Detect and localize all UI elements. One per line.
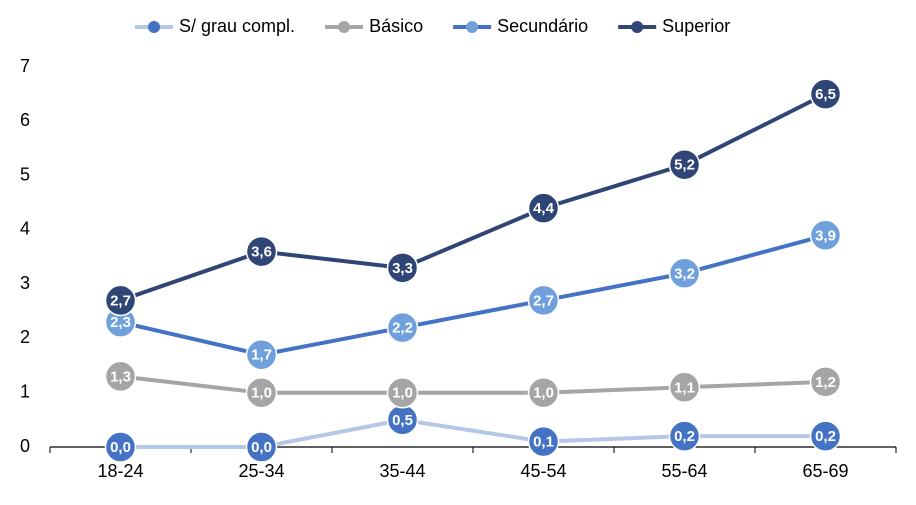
marker <box>668 257 701 290</box>
value-label: 6,5 <box>815 86 836 103</box>
y-tick-label: 7 <box>20 56 30 76</box>
value-label: 1,2 <box>815 374 836 391</box>
x-tick-label: 18-24 <box>97 461 143 481</box>
marker <box>668 148 701 181</box>
marker <box>809 219 842 252</box>
value-label: 1,0 <box>251 385 272 402</box>
y-tick-label: 6 <box>20 110 30 130</box>
value-label: 0,0 <box>110 439 131 456</box>
marker <box>245 338 278 371</box>
value-label: 0,5 <box>392 412 413 429</box>
value-label: 1,0 <box>392 385 413 402</box>
marker <box>104 431 137 463</box>
value-label: 0,2 <box>674 428 695 445</box>
x-tick-label: 25-34 <box>238 461 284 481</box>
marker <box>386 252 419 284</box>
legend-marker <box>148 21 160 33</box>
line <box>120 417 826 449</box>
value-label: 1,7 <box>251 347 272 364</box>
legend-label: S/ grau compl. <box>179 16 295 36</box>
legend-marker <box>466 21 479 33</box>
value-label: 0,0 <box>251 439 272 456</box>
value-label: 3,3 <box>392 260 413 277</box>
marker <box>386 376 419 409</box>
legend-label: Superior <box>662 16 730 36</box>
value-label: 2,3 <box>110 314 131 331</box>
marker <box>668 371 701 404</box>
value-label: 0,1 <box>533 434 554 451</box>
x-tick-label: 65-69 <box>802 461 848 481</box>
marker <box>527 425 560 458</box>
marker <box>809 78 842 110</box>
marker <box>527 284 560 317</box>
marker <box>527 376 560 409</box>
marker <box>104 284 137 317</box>
marker <box>245 235 278 268</box>
marker <box>245 431 278 463</box>
legend-label: Secundário <box>497 16 588 36</box>
y-tick-label: 0 <box>20 436 30 456</box>
legend-marker <box>338 21 351 33</box>
value-label: 3,2 <box>674 265 695 282</box>
marker <box>245 376 278 409</box>
y-tick-label: 5 <box>20 164 30 184</box>
x-tick-label: 45-54 <box>520 461 566 481</box>
x-tick-label: 55-64 <box>661 461 707 481</box>
marker <box>104 360 137 393</box>
value-label: 2,2 <box>392 320 413 337</box>
marker <box>809 420 842 452</box>
marker <box>809 366 842 398</box>
line <box>120 233 827 357</box>
y-tick-label: 4 <box>20 219 30 239</box>
value-label: 3,9 <box>815 227 836 244</box>
value-label: 4,4 <box>533 200 555 217</box>
x-tick-label: 35-44 <box>379 461 425 481</box>
value-label: 2,7 <box>110 292 131 309</box>
legend-marker <box>631 21 644 33</box>
line <box>120 374 826 395</box>
y-tick-label: 1 <box>20 381 30 401</box>
value-label: 1,1 <box>674 379 695 396</box>
marker <box>386 311 419 344</box>
value-label: 1,3 <box>110 368 131 385</box>
value-label: 3,6 <box>251 244 272 261</box>
value-label: 0,2 <box>815 428 836 445</box>
value-label: 5,2 <box>674 157 695 174</box>
line <box>119 92 827 303</box>
legend-label: Básico <box>369 16 423 36</box>
y-tick-label: 2 <box>20 327 30 347</box>
value-label: 2,7 <box>533 292 554 309</box>
y-tick-label: 3 <box>20 273 30 293</box>
marker <box>527 192 560 224</box>
marker <box>668 420 701 452</box>
value-label: 1,0 <box>533 385 554 402</box>
